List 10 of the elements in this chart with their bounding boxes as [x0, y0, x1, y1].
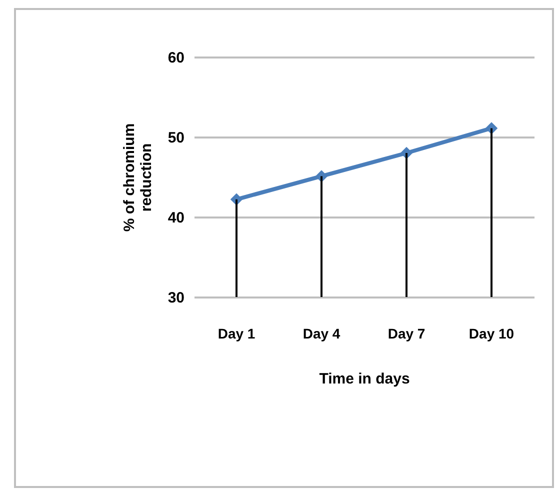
y-tick-label: 30: [168, 290, 184, 306]
x-tick-label: Day 7: [388, 326, 426, 342]
x-tick-label: Day 10: [468, 326, 514, 342]
x-tick-label: Day 4: [302, 326, 340, 342]
y-tick-label: 40: [168, 210, 184, 226]
y-tick-label: 50: [168, 130, 184, 146]
y-tick-label: 60: [168, 50, 184, 66]
y-axis-title: % of chromium reduction: [120, 123, 155, 232]
x-axis-title: Time in days: [319, 370, 410, 388]
x-tick-label: Day 1: [218, 326, 256, 342]
